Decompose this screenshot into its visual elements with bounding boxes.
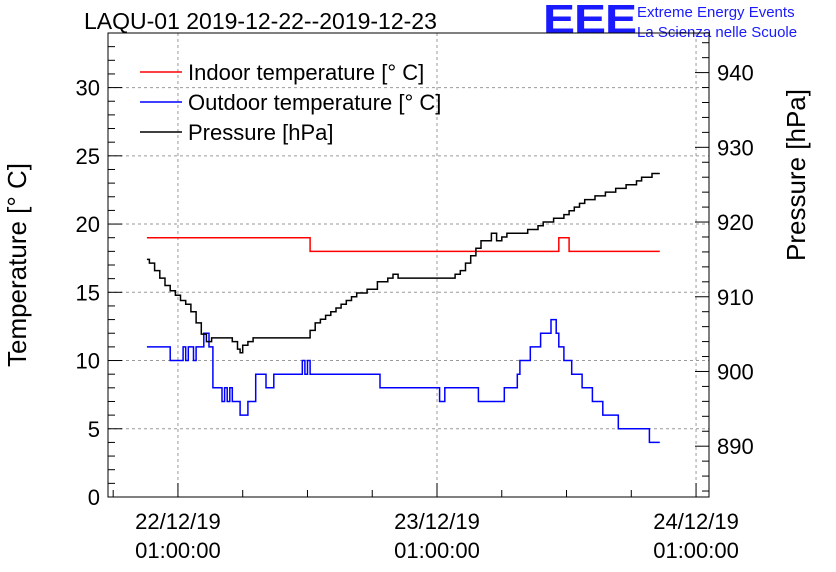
y-tick-label: 15 — [76, 280, 100, 305]
y-tick-label: 20 — [76, 212, 100, 237]
y-tick-label: 5 — [88, 417, 100, 442]
legend-label: Pressure [hPa] — [188, 120, 334, 145]
eee-logo: EEE — [543, 0, 637, 43]
legend-label: Outdoor temperature [° C] — [188, 90, 441, 115]
x-tick-date: 24/12/19 — [653, 509, 739, 534]
x-tick-time: 01:00:00 — [653, 538, 739, 563]
logo-caption-line1: Extreme Energy Events — [637, 4, 795, 21]
y2-tick-label: 930 — [717, 135, 754, 160]
y-tick-label: 10 — [76, 349, 100, 374]
x-tick-date: 22/12/19 — [135, 509, 221, 534]
y2-tick-label: 890 — [717, 434, 754, 459]
chart-title: LAQU-01 2019-12-22--2019-12-23 — [84, 8, 437, 34]
logo-caption-line2: La Scienza nelle Scuole — [637, 24, 798, 41]
series-line-1 — [146, 236, 660, 253]
y-axis-title: Temperature [° C] — [2, 163, 32, 367]
x-tick-time: 01:00:00 — [135, 538, 221, 563]
y2-tick-label: 910 — [717, 285, 754, 310]
y-tick-label: 0 — [88, 485, 100, 510]
x-tick-date: 23/12/19 — [394, 509, 480, 534]
x-tick-time: 01:00:00 — [394, 538, 480, 563]
legend-label: Indoor temperature [° C] — [188, 60, 424, 85]
y2-tick-label: 920 — [717, 210, 754, 235]
series-line-3 — [146, 172, 660, 354]
y2-tick-label: 940 — [717, 61, 754, 86]
y2-axis-title: Pressure [hPa] — [781, 89, 811, 261]
y-tick-label: 25 — [76, 144, 100, 169]
y2-tick-label: 900 — [717, 359, 754, 384]
y-tick-label: 30 — [76, 76, 100, 101]
series-line-2 — [146, 318, 660, 444]
